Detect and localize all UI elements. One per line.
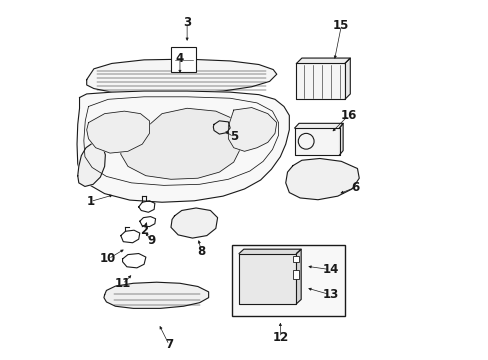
- Text: 16: 16: [340, 109, 356, 122]
- Text: 13: 13: [322, 288, 338, 301]
- Text: 7: 7: [165, 338, 173, 351]
- Polygon shape: [296, 58, 349, 63]
- Polygon shape: [339, 123, 343, 155]
- Text: 8: 8: [197, 245, 205, 258]
- Bar: [292, 270, 299, 279]
- Polygon shape: [228, 108, 276, 151]
- Polygon shape: [296, 249, 301, 304]
- Polygon shape: [296, 63, 344, 99]
- Polygon shape: [78, 143, 105, 186]
- Polygon shape: [285, 158, 359, 200]
- Text: 4: 4: [176, 51, 183, 64]
- Polygon shape: [121, 108, 241, 179]
- Text: 15: 15: [332, 19, 349, 32]
- Polygon shape: [344, 58, 349, 99]
- Bar: [292, 256, 299, 262]
- Polygon shape: [239, 253, 296, 304]
- Text: 11: 11: [114, 278, 130, 291]
- Bar: [171, 47, 196, 72]
- Polygon shape: [239, 249, 301, 253]
- Text: 6: 6: [351, 181, 359, 194]
- Polygon shape: [294, 123, 343, 128]
- Polygon shape: [77, 91, 289, 202]
- Text: 5: 5: [229, 130, 237, 144]
- Text: 14: 14: [322, 263, 338, 276]
- Bar: [231, 244, 344, 316]
- Text: 9: 9: [147, 234, 155, 247]
- Polygon shape: [294, 128, 339, 155]
- Text: 3: 3: [183, 16, 191, 29]
- Text: 12: 12: [272, 331, 288, 344]
- Text: 2: 2: [140, 224, 148, 237]
- Polygon shape: [104, 282, 208, 309]
- Polygon shape: [86, 111, 149, 153]
- Polygon shape: [86, 59, 276, 93]
- Text: 10: 10: [100, 252, 116, 265]
- Polygon shape: [171, 208, 217, 238]
- Text: 1: 1: [86, 195, 94, 208]
